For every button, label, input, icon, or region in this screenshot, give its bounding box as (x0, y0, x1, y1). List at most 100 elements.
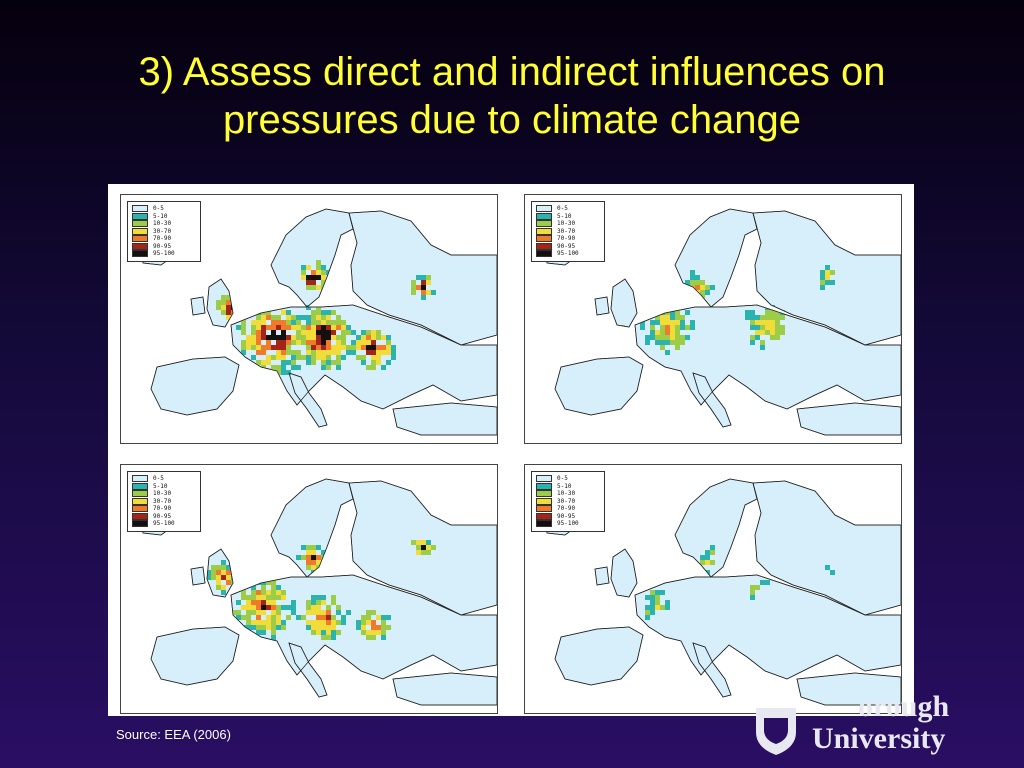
land-area (674, 478, 758, 578)
map-panel-bottom-right: 0-5 5-10 10-30 30-70 70-90 90-95 95-100 (524, 464, 902, 714)
legend-swatch (132, 512, 148, 520)
legend-entry: 70-90 (536, 235, 600, 243)
land-area (796, 402, 901, 436)
legend-entry: 70-90 (132, 505, 196, 513)
legend-label: 70-90 (557, 505, 576, 512)
land-area (270, 208, 354, 308)
map-legend: 0-5 5-10 10-30 30-70 70-90 90-95 95-100 (127, 201, 201, 262)
legend-entry: 5-10 (132, 483, 196, 491)
legend-entry: 0-5 (132, 475, 196, 483)
legend-swatch (132, 205, 148, 213)
land-area (392, 402, 497, 436)
legend-entry: 90-95 (132, 243, 196, 251)
legend-label: 70-90 (557, 235, 576, 242)
legend-entry: 5-10 (132, 213, 196, 221)
land-area (674, 208, 758, 308)
legend-swatch (132, 497, 148, 505)
legend-swatch (536, 520, 552, 528)
shield-icon (756, 708, 796, 755)
legend-label: 90-95 (153, 512, 172, 520)
legend-entry: 10-30 (132, 220, 196, 228)
legend-swatch (132, 235, 148, 243)
legend-swatch (536, 220, 552, 228)
legend-swatch (132, 505, 148, 513)
legend-entry: 30-70 (536, 498, 600, 506)
legend-entry: 0-5 (536, 475, 600, 483)
legend-entry: 10-30 (536, 490, 600, 498)
map-panel-top-left: 0-5 5-10 10-30 30-70 70-90 90-95 95-100 (120, 194, 498, 444)
legend-label: 70-90 (153, 235, 172, 242)
legend-swatch (132, 227, 148, 235)
legend-label: 95-100 (153, 520, 175, 527)
land-area (594, 566, 610, 586)
legend-label: 30-70 (557, 227, 576, 235)
legend-label: 10-30 (557, 490, 576, 497)
legend-entry: 5-10 (536, 483, 600, 491)
legend-label: 0-5 (557, 205, 568, 212)
legend-entry: 30-70 (536, 228, 600, 236)
legend-swatch (536, 497, 552, 505)
legend-label: 30-70 (153, 497, 172, 505)
legend-entry: 10-30 (536, 220, 600, 228)
land-area (594, 296, 610, 316)
legend-swatch (536, 235, 552, 243)
legend-entry: 30-70 (132, 228, 196, 236)
legend-swatch (536, 205, 552, 213)
map-panel-top-right: 0-5 5-10 10-30 30-70 70-90 90-95 95-100 (524, 194, 902, 444)
logo-text-line-1: orough (858, 690, 950, 723)
legend-label: 30-70 (153, 227, 172, 235)
legend-swatch (536, 505, 552, 513)
legend-label: 0-5 (153, 475, 164, 482)
legend-label: 5-10 (557, 212, 572, 220)
legend-label: 90-95 (557, 512, 576, 520)
legend-entry: 30-70 (132, 498, 196, 506)
legend-label: 95-100 (557, 520, 579, 527)
legend-swatch (536, 212, 552, 220)
title-line-2: pressures due to climate change (222, 98, 802, 142)
slide-title: 3) Assess direct and indirect influences… (40, 48, 984, 144)
legend-swatch (536, 227, 552, 235)
legend-label: 10-30 (153, 490, 172, 497)
map-panel-bottom-left: 0-5 5-10 10-30 30-70 70-90 90-95 95-100 (120, 464, 498, 714)
legend-label: 5-10 (153, 482, 168, 490)
legend-label: 10-30 (557, 220, 576, 227)
legend-entry: 90-95 (536, 513, 600, 521)
land-area (190, 296, 206, 316)
legend-swatch (132, 242, 148, 250)
legend-swatch (536, 475, 552, 483)
legend-swatch (536, 490, 552, 498)
legend-swatch (132, 212, 148, 220)
legend-label: 0-5 (153, 205, 164, 212)
legend-swatch (132, 475, 148, 483)
legend-label: 30-70 (557, 497, 576, 505)
logo-text-line-2: University (812, 722, 946, 755)
europe-map (140, 208, 497, 436)
legend-label: 5-10 (557, 482, 572, 490)
legend-swatch (536, 250, 552, 258)
legend-label: 5-10 (153, 212, 168, 220)
legend-entry: 95-100 (536, 520, 600, 528)
legend-entry: 95-100 (132, 520, 196, 528)
legend-label: 90-95 (153, 242, 172, 250)
legend-entry: 95-100 (132, 250, 196, 258)
legend-swatch (132, 250, 148, 258)
source-note: Source: EEA (2006) (116, 727, 231, 742)
map-legend: 0-5 5-10 10-30 30-70 70-90 90-95 95-100 (531, 471, 605, 532)
title-line-1: 3) Assess direct and indirect influences… (138, 50, 886, 94)
legend-entry: 10-30 (132, 490, 196, 498)
land-area (190, 566, 206, 586)
land-area (392, 672, 497, 706)
legend-swatch (536, 242, 552, 250)
legend-label: 90-95 (557, 242, 576, 250)
pressure-cells (206, 540, 436, 640)
legend-entry: 5-10 (536, 213, 600, 221)
legend-entry: 0-5 (132, 205, 196, 213)
legend-label: 95-100 (153, 250, 175, 257)
legend-entry: 95-100 (536, 250, 600, 258)
legend-entry: 0-5 (536, 205, 600, 213)
legend-entry: 90-95 (536, 243, 600, 251)
legend-swatch (132, 490, 148, 498)
legend-swatch (132, 482, 148, 490)
legend-entry: 70-90 (536, 505, 600, 513)
legend-swatch (536, 512, 552, 520)
